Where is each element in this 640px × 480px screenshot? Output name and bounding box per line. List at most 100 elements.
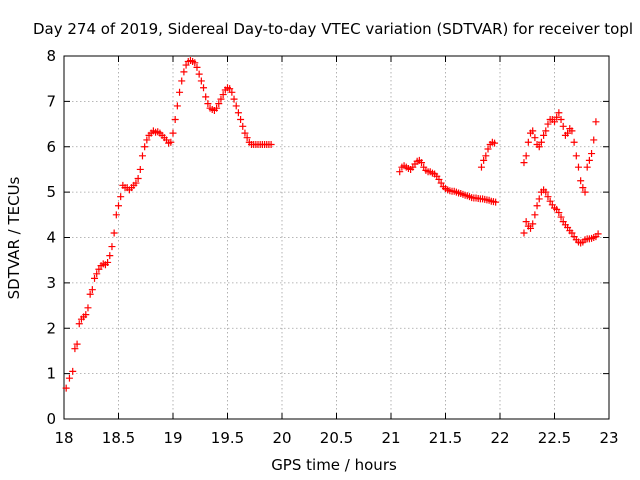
y-tick-label: 5 — [46, 183, 56, 201]
data-point-main-arc — [95, 265, 103, 273]
data-point-lower-late-arc — [555, 209, 563, 217]
data-point-main-arc — [191, 59, 199, 67]
data-point-main-arc — [62, 384, 70, 392]
data-point-short-rise — [491, 139, 499, 147]
data-point-upper-late-arc — [542, 127, 550, 135]
data-point-upper-late-arc — [581, 188, 589, 196]
data-point-mid-arc — [492, 198, 500, 206]
data-point-lower-late-arc — [520, 229, 528, 237]
data-point-main-arc — [115, 202, 122, 210]
data-point-upper-late-arc — [579, 184, 587, 192]
y-tick-label: 1 — [46, 365, 56, 383]
data-point-mid-arc — [437, 179, 445, 187]
data-point-main-arc — [215, 100, 223, 108]
data-point-main-arc — [180, 68, 188, 76]
data-point-upper-late-arc — [553, 113, 561, 121]
data-point-main-arc — [213, 104, 221, 112]
data-point-main-arc — [217, 95, 225, 103]
data-point-main-arc — [167, 138, 175, 146]
data-point-upper-late-arc — [531, 134, 539, 142]
data-point-main-arc — [176, 88, 184, 96]
x-tick-label: 19 — [163, 429, 182, 447]
data-point-upper-late-arc — [583, 163, 591, 171]
data-point-main-arc — [243, 134, 251, 142]
data-point-main-arc — [234, 109, 242, 117]
y-axis-label: SDTVAR / TECUs — [5, 176, 23, 299]
data-point-main-arc — [200, 84, 208, 92]
plot-frame — [63, 55, 610, 420]
tick-labels: 18 18.5 19 19.5 20 20.5 21 21.5 22 22.5 2301234567… — [46, 47, 618, 447]
data-point-upper-late-arc — [577, 177, 585, 185]
y-tick-label: 7 — [46, 92, 56, 110]
data-point-main-arc — [136, 165, 144, 173]
data-point-main-arc — [182, 61, 190, 69]
data-point-main-arc — [65, 374, 73, 382]
data-point-mid-arc — [418, 159, 426, 167]
data-point-main-arc — [237, 116, 245, 124]
data-point-main-arc — [93, 270, 101, 278]
data-point-upper-late-arc — [522, 152, 530, 160]
data-point-main-arc — [226, 85, 234, 93]
data-point-upper-late-arc — [557, 116, 565, 124]
data-point-main-arc — [69, 367, 77, 375]
y-tick-label: 6 — [46, 138, 56, 156]
x-axis-label: GPS time / hours — [271, 456, 397, 474]
data-point-main-arc — [173, 102, 181, 110]
data-point-lower-late-arc — [568, 229, 576, 237]
data-point-short-rise — [482, 152, 490, 160]
data-point-upper-late-arc — [535, 143, 543, 151]
data-point-main-arc — [82, 311, 90, 319]
data-point-lower-late-arc — [522, 218, 530, 226]
data-point-short-rise — [477, 163, 485, 171]
x-tick-label: 23 — [599, 429, 618, 447]
data-point-upper-late-arc — [564, 129, 572, 137]
data-point-main-arc — [84, 304, 92, 312]
data-point-upper-late-arc — [551, 118, 558, 126]
data-point-upper-late-arc — [572, 152, 580, 160]
data-point-main-arc — [86, 290, 94, 298]
data-point-main-arc — [195, 70, 203, 78]
data-point-upper-late-arc — [524, 138, 532, 146]
data-point-main-arc — [143, 136, 151, 144]
data-point-mid-arc — [396, 168, 404, 176]
data-point-upper-late-arc — [592, 118, 600, 126]
data-point-main-arc — [169, 129, 177, 137]
data-point-main-arc — [178, 77, 186, 85]
data-point-upper-late-arc — [555, 109, 563, 117]
data-point-main-arc — [228, 88, 236, 96]
x-tick-label: 18.5 — [102, 429, 135, 447]
axes — [63, 55, 610, 420]
data-point-mid-arc — [435, 175, 443, 183]
data-point-main-arc — [202, 93, 210, 101]
grid-lines — [64, 56, 609, 419]
data-point-main-arc — [104, 258, 112, 266]
data-point-main-arc — [141, 143, 149, 151]
x-tick-label: 20 — [272, 429, 291, 447]
data-point-main-arc — [197, 77, 205, 85]
data-point-lower-late-arc — [544, 193, 552, 201]
y-tick-label: 0 — [46, 410, 56, 428]
x-tick-label: 20.5 — [320, 429, 353, 447]
data-point-lower-late-arc — [529, 220, 537, 228]
data-point-main-arc — [91, 274, 99, 282]
y-tick-label: 8 — [46, 47, 56, 65]
y-tick-label: 3 — [46, 274, 56, 292]
data-point-upper-late-arc — [588, 150, 596, 158]
data-point-lower-late-arc — [535, 195, 543, 203]
data-point-main-arc — [88, 286, 96, 294]
data-point-main-arc — [117, 193, 125, 201]
data-point-main-arc — [138, 152, 146, 160]
x-tick-label: 18 — [54, 429, 73, 447]
data-point-main-arc — [232, 102, 240, 110]
data-point-upper-late-arc — [537, 138, 545, 146]
data-point-main-arc — [267, 140, 275, 148]
data-point-main-arc — [132, 179, 140, 187]
data-point-main-arc — [134, 175, 142, 183]
data-point-lower-late-arc — [533, 202, 541, 210]
data-point-main-arc — [204, 100, 212, 108]
y-tick-label: 4 — [46, 229, 56, 247]
data-point-upper-late-arc — [570, 138, 578, 146]
data-point-main-arc — [108, 243, 116, 251]
data-point-main-arc — [171, 116, 179, 124]
